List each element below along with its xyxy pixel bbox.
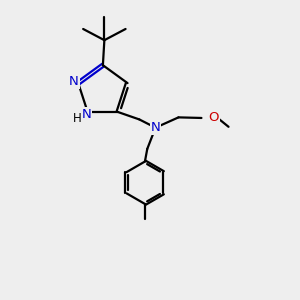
Text: H: H	[73, 112, 82, 125]
Text: N: N	[151, 121, 160, 134]
Text: N: N	[69, 75, 79, 88]
Text: N: N	[81, 108, 91, 121]
Text: O: O	[208, 112, 219, 124]
